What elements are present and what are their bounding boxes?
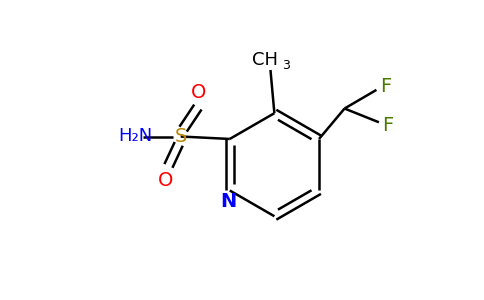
Text: O: O xyxy=(158,171,174,190)
Text: F: F xyxy=(379,77,391,96)
Text: N: N xyxy=(221,192,237,211)
Text: F: F xyxy=(382,116,393,135)
Text: H₂N: H₂N xyxy=(119,127,152,145)
Text: CH: CH xyxy=(252,51,278,69)
Text: O: O xyxy=(191,83,207,102)
Text: 3: 3 xyxy=(282,58,290,72)
Text: S: S xyxy=(175,127,187,146)
